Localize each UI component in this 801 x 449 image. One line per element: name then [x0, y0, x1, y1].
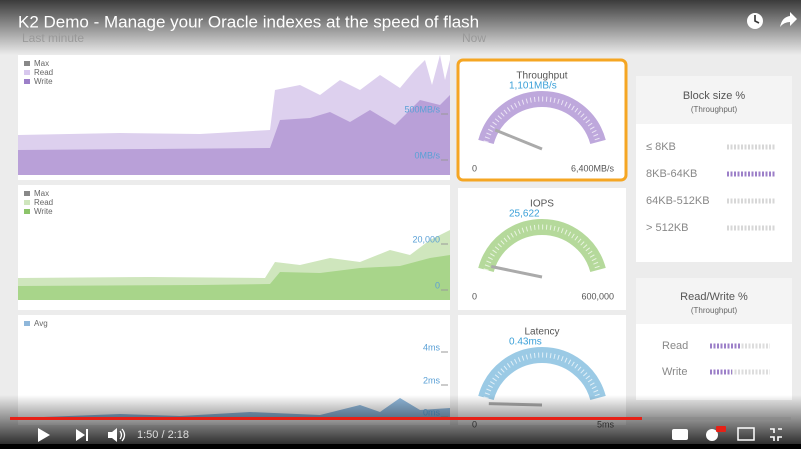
row-label: Read — [662, 340, 688, 352]
legend-swatch — [24, 321, 30, 326]
panel-subtitle: (Throughput) — [691, 306, 738, 315]
gauge-value: 0.43ms — [509, 337, 542, 348]
legend-label: Write — [34, 77, 53, 86]
axis-label: 4ms — [423, 342, 441, 352]
video-title: K2 Demo - Manage your Oracle indexes at … — [18, 12, 479, 31]
section-label: Now — [462, 31, 486, 45]
legend-label: Read — [34, 198, 53, 207]
legend-label: Max — [34, 189, 49, 198]
axis-label: 0MB/s — [414, 150, 440, 160]
row-label: 8KB-64KB — [646, 168, 697, 180]
progress-played — [10, 417, 642, 420]
axis-label: 500MB/s — [404, 104, 440, 114]
legend-label: Read — [34, 68, 53, 77]
legend-swatch — [24, 61, 30, 66]
axis-label: 0 — [435, 280, 440, 290]
legend-swatch — [24, 191, 30, 196]
row-label: ≤ 8KB — [646, 141, 676, 153]
gauge-min: 0 — [472, 291, 477, 301]
gauge-min: 0 — [472, 163, 477, 173]
row-label: Write — [662, 366, 687, 378]
legend-label: Write — [34, 207, 53, 216]
row-label: 64KB-512KB — [646, 195, 710, 207]
panel-title: Block size % — [683, 90, 746, 102]
gauge-max: 600,000 — [581, 291, 614, 301]
axis-label: 2ms — [423, 375, 441, 385]
legend-swatch — [24, 79, 30, 84]
legend-label: Max — [34, 59, 49, 68]
panel-subtitle: (Throughput) — [691, 105, 738, 114]
gauge-max: 6,400MB/s — [571, 163, 615, 173]
legend-label: Avg — [34, 319, 48, 328]
legend-swatch — [24, 70, 30, 75]
legend-swatch — [24, 200, 30, 205]
gauge-value: 25,622 — [509, 209, 540, 220]
section-label: Last minute — [22, 31, 84, 45]
captions-button[interactable] — [672, 429, 688, 440]
panel-title: Read/Write % — [680, 291, 748, 303]
row-label: > 512KB — [646, 222, 689, 234]
legend-swatch — [24, 209, 30, 214]
time-display: 1:50 / 2:18 — [137, 429, 189, 441]
hd-badge — [716, 426, 726, 432]
video-frame: Block size % (Throughput) Read/Write % (… — [0, 0, 801, 444]
gauge-value: 1,101MB/s — [509, 81, 557, 92]
page: {"header": {"title": "K2 Demo - Manage y… — [0, 0, 801, 444]
axis-label: 20,000 — [412, 234, 440, 244]
